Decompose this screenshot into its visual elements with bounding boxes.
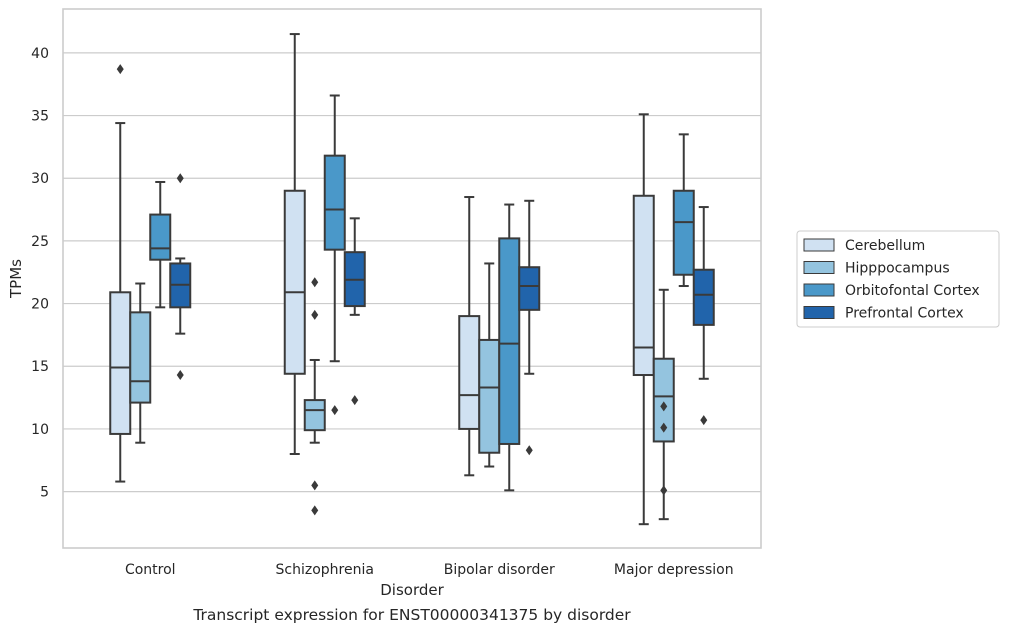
y-tick-labels: 5 10 15 20 25 30 35 40 [31, 46, 49, 501]
box-body [458, 315, 481, 430]
y-tick-label: 25 [31, 234, 49, 250]
box-body [672, 189, 695, 276]
x-tick-label: Schizophrenia [276, 562, 374, 578]
box-cerebellum [458, 196, 481, 477]
legend-swatch [803, 283, 835, 297]
x-tick-label: Major depression [614, 562, 734, 578]
outlier-point [311, 309, 319, 320]
box-orbitofontal-cortex [323, 94, 346, 416]
x-tick-label: Control [125, 562, 176, 578]
box-body [632, 194, 655, 377]
legend-label: Prefrontal Cortex [845, 306, 964, 322]
box-body [652, 357, 675, 443]
box-cerebellum [283, 33, 306, 455]
box-orbitofontal-cortex [498, 203, 521, 492]
box-cerebellum [632, 113, 655, 526]
box-body [498, 237, 521, 445]
box-prefrontal-cortex [518, 199, 541, 456]
y-tick-label: 40 [31, 46, 49, 62]
y-tick-label: 10 [31, 422, 49, 438]
y-tick-label: 5 [40, 485, 49, 501]
legend-label: Orbitofontal Cortex [845, 283, 980, 299]
outlier-point [660, 422, 668, 433]
box-prefrontal-cortex [692, 206, 715, 426]
box-body [129, 311, 152, 404]
outlier-point [331, 405, 339, 416]
box-prefrontal-cortex [169, 173, 192, 381]
box-hipppocampus [652, 288, 675, 521]
legend-label: Hipppocampus [845, 261, 950, 277]
box-body [303, 399, 326, 432]
legend: Cerebellum Hipppocampus Orbitofontal Corte… [796, 230, 1000, 328]
x-axis-label: Disorder [380, 581, 444, 599]
outlier-point [311, 505, 319, 516]
outlier-point [351, 395, 359, 406]
x-tick-labels: Control Schizophrenia Bipolar disorder Majo… [125, 562, 734, 578]
legend-label: Cerebellum [845, 238, 925, 254]
box-orbitofontal-cortex [149, 180, 172, 309]
outlier-point [660, 485, 668, 496]
legend-swatch [803, 261, 835, 274]
box-body [323, 154, 346, 251]
y-axis-label: TPMs [7, 259, 25, 299]
box-body [518, 266, 541, 311]
outlier-point [311, 480, 319, 491]
outlier-point [116, 64, 124, 75]
box-body [692, 268, 715, 326]
box-body [478, 338, 501, 454]
outlier-point [311, 277, 319, 288]
legend-swatch [803, 306, 835, 319]
box-prefrontal-cortex [343, 217, 366, 406]
figure-caption: Transcript expression for ENST0000034137… [193, 606, 631, 624]
box-cerebellum [109, 64, 132, 483]
outlier-point [176, 173, 184, 184]
outlier-point [660, 401, 668, 412]
box-orbitofontal-cortex [672, 133, 695, 288]
box-hipppocampus [478, 262, 501, 468]
y-tick-label: 20 [31, 297, 49, 313]
legend-frame [796, 230, 1000, 328]
box-body [149, 213, 172, 261]
box-hipppocampus [303, 277, 326, 516]
plot-frame [62, 8, 762, 549]
box-body [283, 189, 306, 375]
outlier-point [176, 370, 184, 381]
outlier-point [700, 415, 708, 426]
x-tick-label: Bipolar disorder [444, 562, 555, 578]
box-body [109, 291, 132, 435]
y-tick-label: 15 [31, 359, 49, 375]
box-hipppocampus [129, 282, 152, 444]
legend-swatch [803, 238, 835, 252]
outlier-point [525, 445, 533, 456]
box-layer [109, 33, 715, 526]
y-tick-label: 30 [31, 171, 49, 187]
y-tick-label: 35 [31, 109, 49, 125]
